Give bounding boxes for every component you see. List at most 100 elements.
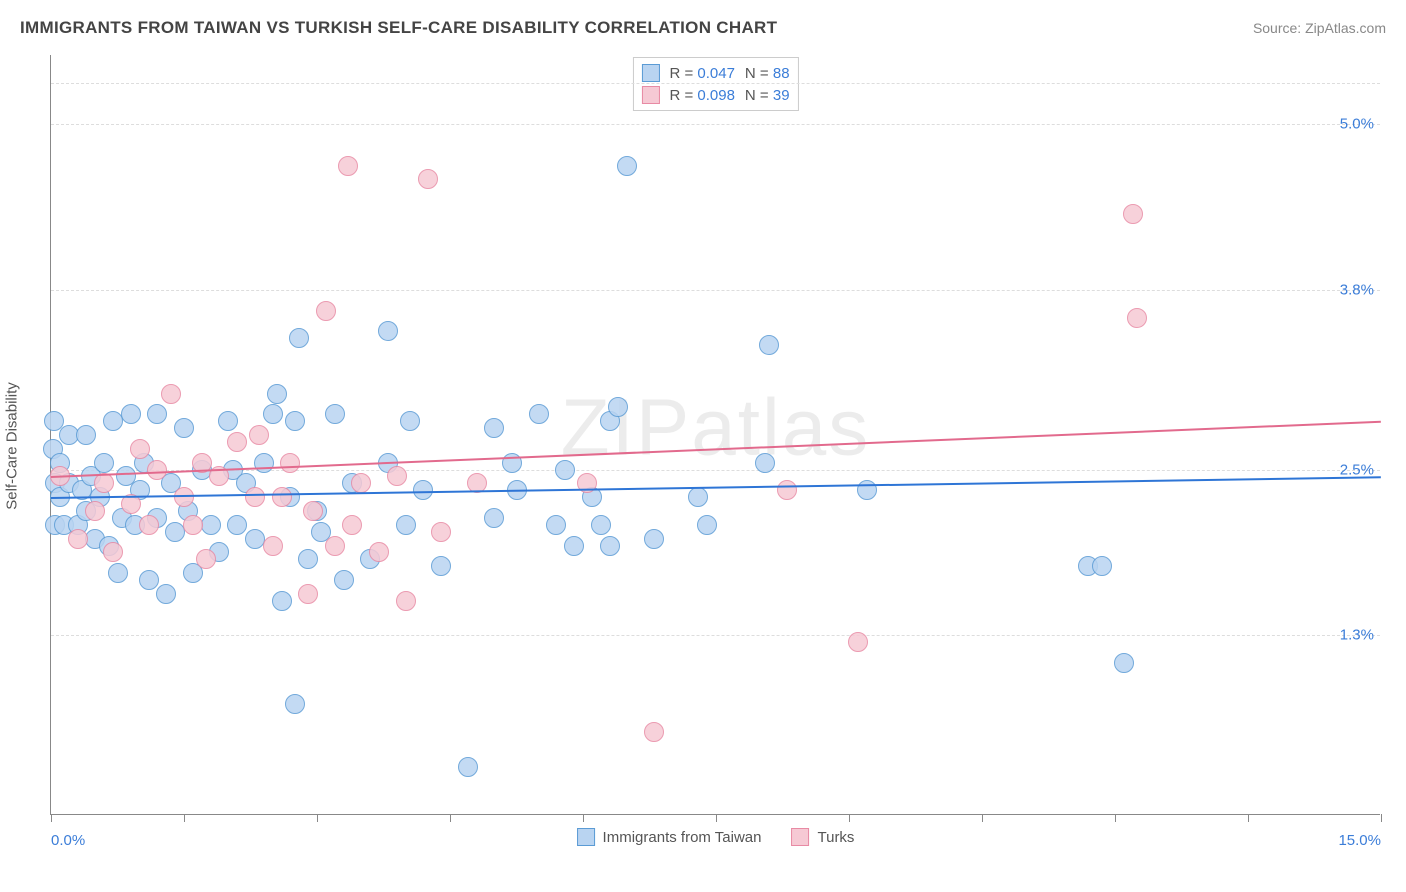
data-point [529,404,549,424]
gridline [51,124,1380,125]
legend-swatch [791,828,809,846]
stats-row: R = 0.098N = 39 [641,84,789,106]
legend-swatch [577,828,595,846]
data-point [285,694,305,714]
data-point [697,515,717,535]
data-point [147,460,167,480]
data-point [1092,556,1112,576]
data-point [298,549,318,569]
legend-swatch [641,86,659,104]
data-point [201,515,221,535]
data-point [431,556,451,576]
data-point [351,473,371,493]
data-point [263,404,283,424]
data-point [76,425,96,445]
data-point [644,722,664,742]
data-point [325,404,345,424]
chart-title: IMMIGRANTS FROM TAIWAN VS TURKISH SELF-C… [20,18,777,38]
data-point [285,411,305,431]
data-point [759,335,779,355]
data-point [431,522,451,542]
data-point [325,536,345,556]
data-point [848,632,868,652]
stats-row: R = 0.047 N = 88 [641,62,789,84]
legend-label: Turks [817,829,854,846]
data-point [174,487,194,507]
x-tick [450,814,451,822]
data-point [267,384,287,404]
data-point [546,515,566,535]
data-point [338,156,358,176]
data-point [316,301,336,321]
data-point [254,453,274,473]
data-point [85,501,105,521]
data-point [161,384,181,404]
data-point [342,515,362,535]
legend-item: Immigrants from Taiwan [577,828,762,846]
data-point [272,487,292,507]
data-point [94,473,114,493]
x-tick-label: 0.0% [51,832,85,849]
data-point [303,501,323,521]
gridline [51,83,1380,84]
data-point [378,321,398,341]
data-point [139,570,159,590]
data-point [298,584,318,604]
x-tick [51,814,52,822]
data-point [400,411,420,431]
y-tick-label: 5.0% [1340,116,1374,133]
source-attribution: Source: ZipAtlas.com [1253,20,1386,36]
x-tick [716,814,717,822]
correlation-stats-box: R = 0.047 N = 88 R = 0.098N = 39 [632,57,798,111]
data-point [156,584,176,604]
data-point [591,515,611,535]
data-point [396,591,416,611]
data-point [608,397,628,417]
data-point [644,529,664,549]
x-tick [1115,814,1116,822]
r-value: R = 0.047 [669,65,734,82]
data-point [1114,653,1134,673]
data-point [600,536,620,556]
legend-swatch [641,64,659,82]
data-point [777,480,797,500]
data-point [272,591,292,611]
data-point [418,169,438,189]
data-point [94,453,114,473]
gridline [51,635,1380,636]
data-point [484,418,504,438]
y-tick-label: 1.3% [1340,627,1374,644]
data-point [688,487,708,507]
data-point [617,156,637,176]
data-point [147,404,167,424]
data-point [227,432,247,452]
x-tick [583,814,584,822]
data-point [121,404,141,424]
x-tick [317,814,318,822]
x-tick [982,814,983,822]
data-point [245,487,265,507]
data-point [484,508,504,528]
x-tick-label: 15.0% [1338,832,1381,849]
data-point [280,453,300,473]
y-axis-label: Self-Care Disability [4,382,21,510]
data-point [108,563,128,583]
data-point [1127,308,1147,328]
data-point [289,328,309,348]
series-legend: Immigrants from Taiwan Turks [577,828,855,846]
data-point [227,515,247,535]
legend-label: Immigrants from Taiwan [603,829,762,846]
data-point [564,536,584,556]
data-point [103,542,123,562]
r-value: R = 0.098 [669,87,734,104]
data-point [755,453,775,473]
x-tick [184,814,185,822]
data-point [68,529,88,549]
data-point [183,515,203,535]
data-point [387,466,407,486]
x-tick [1248,814,1249,822]
n-value: N = 88 [745,65,790,82]
data-point [196,549,216,569]
data-point [130,439,150,459]
data-point [139,515,159,535]
